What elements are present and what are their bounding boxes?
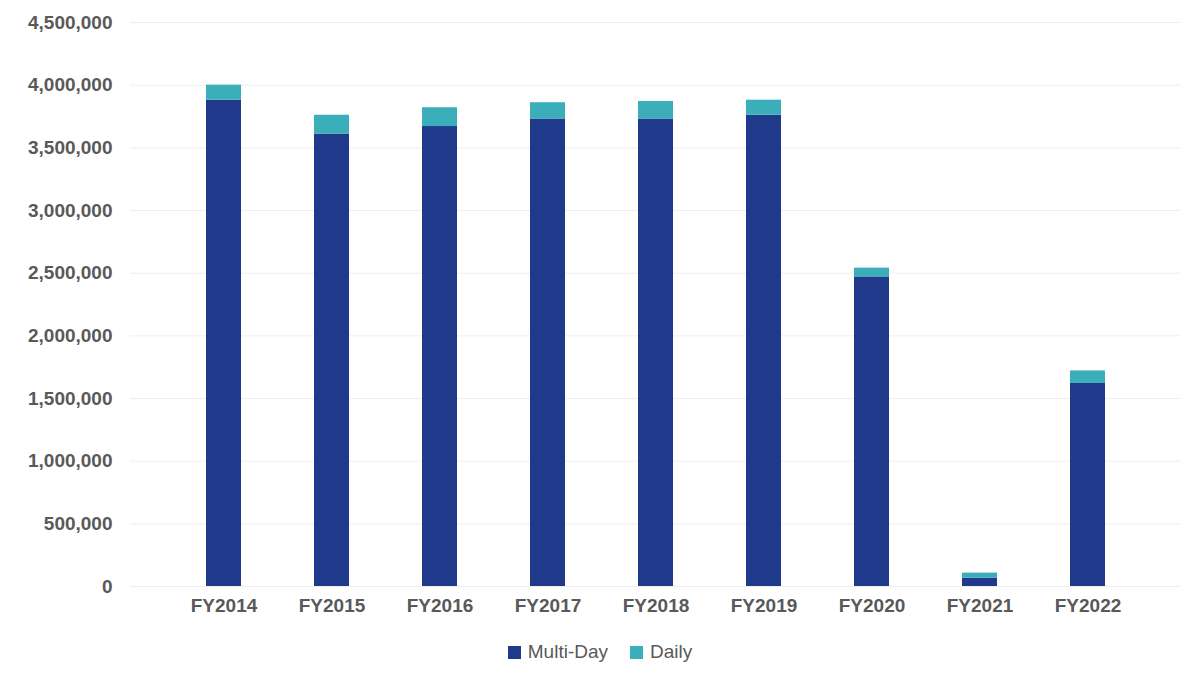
svg-text:500,000: 500,000 (44, 513, 113, 534)
svg-text:FY2021: FY2021 (947, 595, 1014, 616)
svg-text:FY2020: FY2020 (839, 595, 906, 616)
svg-text:4,500,000: 4,500,000 (28, 12, 113, 33)
svg-text:1,000,000: 1,000,000 (28, 450, 113, 471)
svg-text:2,000,000: 2,000,000 (28, 325, 113, 346)
svg-text:2,500,000: 2,500,000 (28, 262, 113, 283)
html-text:Multi-Day: Multi-Day (527, 641, 608, 662)
svg-text:3,000,000: 3,000,000 (28, 200, 113, 221)
svg-text:4,000,000: 4,000,000 (28, 74, 113, 95)
svg-text:FY2014: FY2014 (191, 595, 258, 616)
svg-text:3,500,000: 3,500,000 (28, 137, 113, 158)
svg-text:1,500,000: 1,500,000 (28, 388, 113, 409)
svg-text:FY2016: FY2016 (407, 595, 474, 616)
svg-text:FY2019: FY2019 (731, 595, 798, 616)
svg-text:FY2022: FY2022 (1055, 595, 1122, 616)
svg-text:0: 0 (102, 576, 113, 597)
svg-text:FY2017: FY2017 (515, 595, 582, 616)
svg-text:FY2018: FY2018 (623, 595, 690, 616)
svg-text:FY2015: FY2015 (299, 595, 366, 616)
html-text:Daily: Daily (650, 641, 693, 662)
